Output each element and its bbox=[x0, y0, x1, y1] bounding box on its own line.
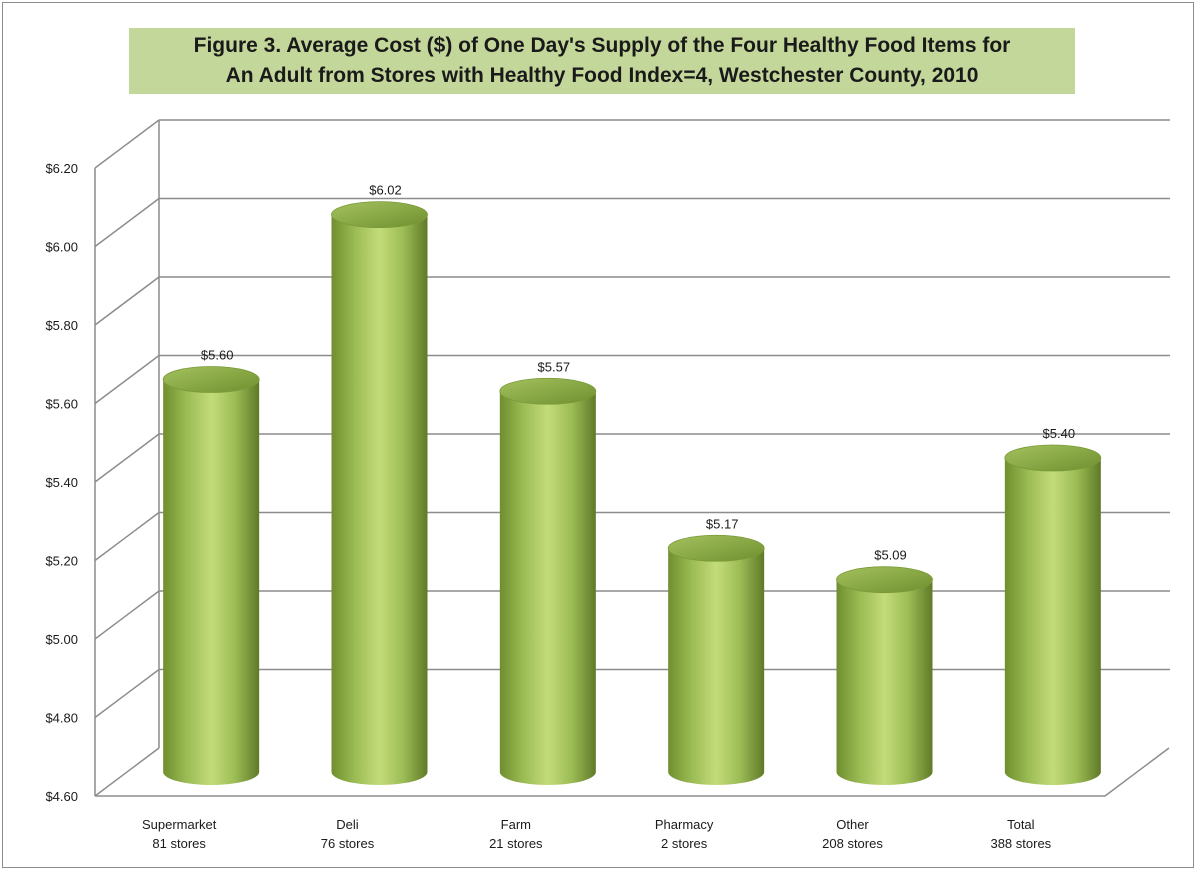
bar-top bbox=[667, 534, 765, 562]
category-label: Deli bbox=[336, 817, 359, 832]
bar bbox=[1004, 458, 1101, 786]
category-label: Supermarket bbox=[142, 817, 217, 832]
y-tick-label: $5.40 bbox=[45, 475, 78, 490]
x-axis-categories: Supermarket 81 stores Deli 76 stores Farm 21 … bbox=[142, 817, 1052, 851]
y-tick-label: $6.20 bbox=[45, 161, 78, 176]
data-label: $5.40 bbox=[1043, 426, 1076, 441]
gridline-diagonal bbox=[94, 590, 160, 640]
gridline-diagonal bbox=[94, 511, 160, 562]
gridline-diagonal bbox=[94, 119, 160, 169]
category-label: Pharmacy bbox=[655, 817, 714, 832]
bar-top bbox=[499, 377, 597, 405]
bar-top bbox=[162, 366, 260, 393]
bar bbox=[163, 379, 260, 785]
bar bbox=[331, 214, 428, 785]
gridline-diagonal bbox=[94, 276, 160, 326]
bar bbox=[668, 548, 765, 785]
category-sublabel: 388 stores bbox=[990, 836, 1051, 851]
y-tick-label: $5.80 bbox=[45, 318, 78, 333]
bars bbox=[162, 201, 1102, 786]
category-sublabel: 2 stores bbox=[661, 836, 708, 851]
category-sublabel: 208 stores bbox=[822, 836, 883, 851]
gridline-diagonal bbox=[94, 433, 160, 483]
y-tick-label: $5.20 bbox=[45, 554, 78, 569]
y-tick-label: $5.00 bbox=[45, 632, 78, 647]
floor-edge bbox=[95, 747, 1170, 797]
gridlines bbox=[94, 119, 1170, 797]
data-label: $5.60 bbox=[201, 348, 234, 363]
gridline-diagonal bbox=[94, 747, 160, 797]
category-sublabel: 21 stores bbox=[489, 836, 543, 851]
y-tick-label: $4.60 bbox=[45, 789, 78, 804]
bar bbox=[836, 579, 933, 785]
gridline-diagonal bbox=[94, 354, 160, 405]
bar bbox=[499, 391, 596, 785]
category-label: Other bbox=[836, 817, 869, 832]
bar-top bbox=[836, 566, 933, 594]
category-sublabel: 81 stores bbox=[152, 836, 206, 851]
bar-top bbox=[1004, 444, 1102, 472]
data-labels: $5.60 $6.02 $5.57 $5.17 $5.09 $5.40 bbox=[201, 183, 1075, 563]
chart-title-line-1: Figure 3. Average Cost ($) of One Day's … bbox=[193, 34, 1011, 57]
category-label: Farm bbox=[501, 817, 531, 832]
data-label: $5.17 bbox=[706, 516, 739, 531]
data-label: $5.09 bbox=[874, 548, 907, 563]
chart-title-line-2: An Adult from Stores with Healthy Food I… bbox=[225, 64, 979, 87]
chart-title: Figure 3. Average Cost ($) of One Day's … bbox=[129, 28, 1075, 94]
bar-top bbox=[331, 201, 428, 229]
y-tick-label: $4.80 bbox=[45, 711, 78, 726]
data-label: $6.02 bbox=[369, 183, 402, 198]
gridline-diagonal bbox=[94, 668, 160, 719]
category-sublabel: 76 stores bbox=[321, 836, 375, 851]
gridline-diagonal bbox=[94, 197, 160, 248]
data-label: $5.57 bbox=[538, 359, 571, 374]
y-tick-label: $5.60 bbox=[45, 397, 78, 412]
category-label: Total bbox=[1007, 817, 1035, 832]
y-tick-label: $6.00 bbox=[45, 240, 78, 255]
y-axis-ticks: $4.60 $4.80 $5.00 $5.20 $5.40 $5.60 $5.80 $6.00… bbox=[45, 161, 78, 804]
